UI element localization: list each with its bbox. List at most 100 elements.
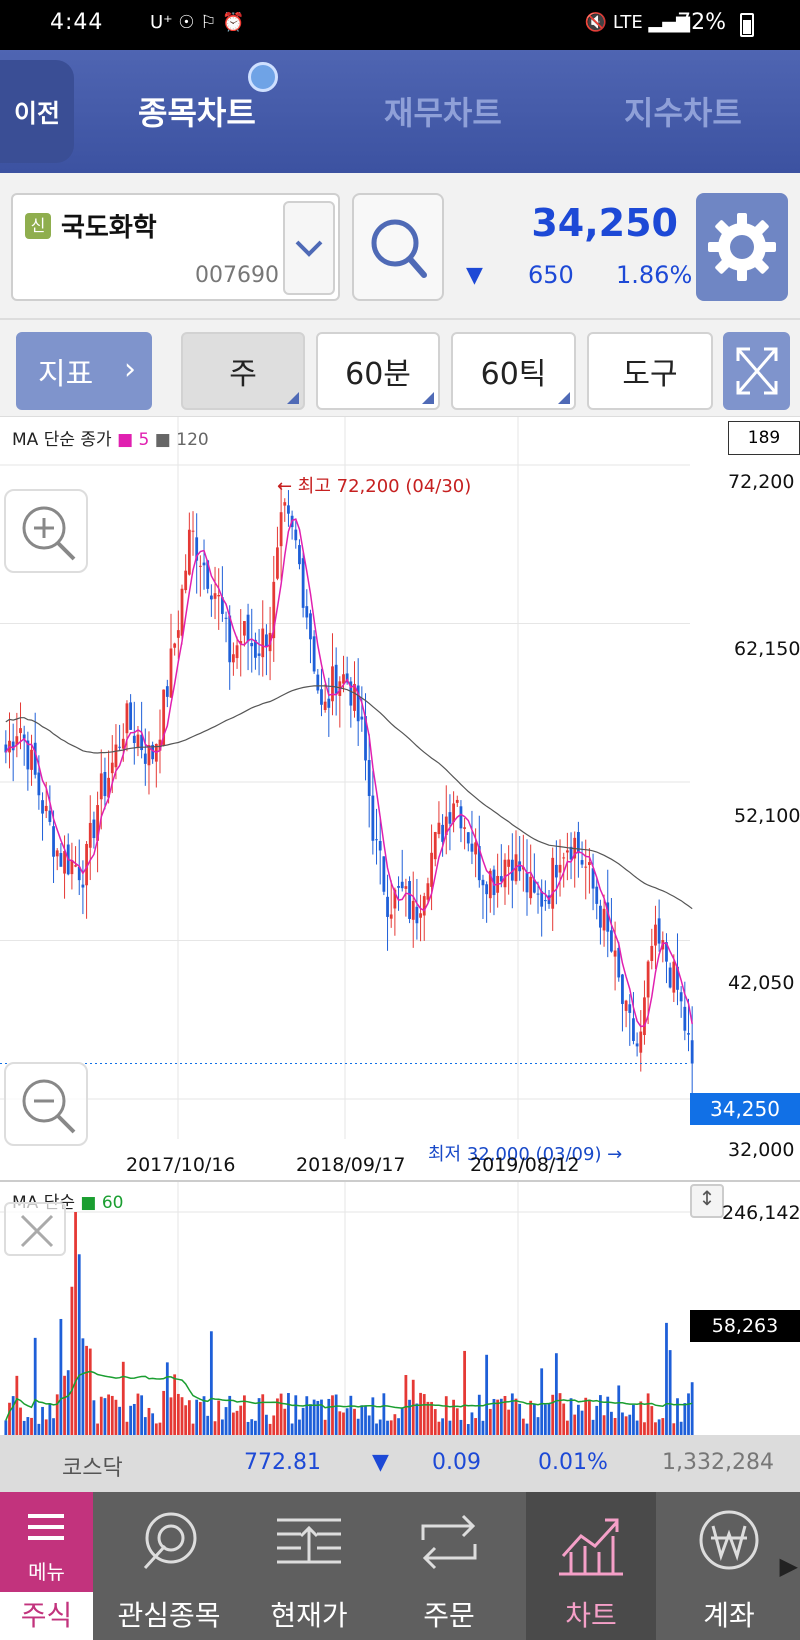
zoom-in-button[interactable] [4, 489, 88, 573]
candle-body [441, 824, 444, 842]
nav-current-price[interactable]: 현재가 [244, 1492, 374, 1640]
y-axis-label: 62,150 [734, 638, 800, 660]
ma120-line [5, 685, 693, 910]
volume-chart[interactable]: MA 단순 ■ 60 ↕ 246,142 58,263 [0, 1180, 800, 1435]
volume-bar [235, 1410, 239, 1435]
candle-body [312, 636, 316, 672]
search-button[interactable] [352, 193, 444, 301]
candle-body [320, 689, 323, 705]
volume-bar [169, 1397, 173, 1435]
candle-body [599, 905, 602, 928]
volume-bar [532, 1403, 536, 1435]
candle-body [643, 997, 646, 1036]
tab-financial-chart[interactable]: 재무차트 [384, 94, 502, 132]
nav-chart[interactable]: 차트 [526, 1492, 656, 1640]
candle-body [345, 673, 349, 683]
tab-stock-chart[interactable]: 종목차트 [138, 94, 256, 132]
stock-selector[interactable]: 신 국도화학 007690 [11, 193, 340, 301]
tab-index-chart[interactable]: 지수차트 [624, 94, 742, 132]
volume-bar [8, 1402, 11, 1435]
candle-body [507, 859, 511, 867]
volume-bar [650, 1406, 654, 1435]
nav-order[interactable]: 주문 [384, 1492, 514, 1640]
price-chart[interactable]: MA 단순 종가 ■ 5 ■ 120 189 ← 최고 72,200 (04/3… [0, 417, 800, 1180]
stock-dropdown-button[interactable] [283, 201, 335, 295]
volume-bar [584, 1397, 588, 1435]
volume-bar [580, 1410, 584, 1435]
candle-body [231, 654, 235, 663]
volume-bar [41, 1406, 44, 1435]
y-axis-label: 72,200 [728, 471, 795, 493]
candle-body [639, 1031, 643, 1053]
volume-bar [132, 1403, 136, 1435]
volume-bar [265, 1414, 268, 1435]
down-arrow-icon: ▼ [466, 263, 483, 288]
volume-bar [499, 1398, 503, 1435]
volume-bar [621, 1412, 624, 1435]
volume-bar [309, 1404, 312, 1435]
candle-count-input[interactable]: 189 [728, 421, 800, 455]
candle-body [411, 900, 415, 920]
volume-chart-canvas[interactable] [0, 1182, 800, 1437]
candle-body [558, 864, 562, 873]
volume-bar [558, 1393, 562, 1435]
candle-body [551, 857, 555, 909]
fullscreen-button[interactable] [723, 332, 790, 410]
volume-bar [444, 1396, 448, 1435]
candle-body [386, 896, 389, 917]
volume-bar [371, 1397, 375, 1435]
volume-bar [595, 1405, 599, 1435]
volume-bar [338, 1411, 342, 1435]
volume-bar [66, 1370, 70, 1435]
settings-button[interactable] [696, 193, 788, 301]
ma60-legend: ■ 60 [80, 1193, 124, 1213]
volume-bar [331, 1395, 334, 1435]
period-week-button[interactable]: 주 [181, 332, 305, 410]
volume-bar [503, 1395, 507, 1435]
nav-account[interactable]: 계좌 [664, 1492, 794, 1640]
volume-bar [518, 1403, 522, 1435]
candle-body [246, 614, 250, 642]
volume-bar [316, 1400, 320, 1435]
candle-body [628, 1004, 632, 1013]
volume-bar [393, 1414, 397, 1435]
nav-watchlist[interactable]: 관심종목 [104, 1492, 234, 1640]
period-60tick-button[interactable]: 60틱 [451, 332, 576, 410]
volume-bar [345, 1408, 349, 1435]
close-volume-button[interactable] [4, 1202, 66, 1256]
volume-bar [551, 1394, 555, 1435]
menu-button[interactable]: 메뉴 [0, 1492, 93, 1592]
network-label: LTE [612, 12, 643, 33]
indicator-button[interactable]: 지표 › [16, 332, 152, 410]
candle-body [254, 639, 257, 658]
candle-body [463, 827, 467, 829]
price-chart-canvas[interactable] [0, 417, 800, 1180]
volume-bar [19, 1407, 22, 1435]
volume-bar [180, 1397, 184, 1435]
period-60min-button[interactable]: 60분 [316, 332, 440, 410]
y-axis-label: 32,000 [728, 1139, 795, 1161]
candle-body [224, 617, 228, 619]
volume-bar [606, 1396, 610, 1435]
candle-body [169, 648, 173, 698]
candle-body [364, 716, 367, 761]
volume-bar [77, 1254, 81, 1435]
volume-bar [668, 1350, 672, 1435]
volume-bar [220, 1419, 224, 1435]
ma60-label: 60 [101, 1193, 124, 1213]
tools-button[interactable]: 도구 [587, 332, 713, 410]
index-ticker[interactable]: 코스닥 772.81 ▼ 0.09 0.01% 1,332,284 [0, 1435, 800, 1492]
zoom-out-button[interactable] [4, 1062, 88, 1146]
volume-bar [353, 1408, 356, 1435]
nav-stock[interactable]: 주식 [0, 1592, 93, 1640]
back-button[interactable]: 이전 [0, 60, 74, 163]
volume-bar [121, 1361, 125, 1435]
candle-body [114, 744, 118, 768]
candle-body [389, 914, 393, 919]
candle-body [610, 930, 613, 952]
nav-next-arrow-icon[interactable]: ▶ [779, 1552, 798, 1580]
order-swap-icon [421, 1514, 477, 1570]
volume-current-tag: 58,263 [690, 1310, 800, 1342]
resize-handle-icon[interactable]: ↕ [690, 1184, 724, 1218]
down-arrow-icon: ▼ [372, 1450, 389, 1475]
